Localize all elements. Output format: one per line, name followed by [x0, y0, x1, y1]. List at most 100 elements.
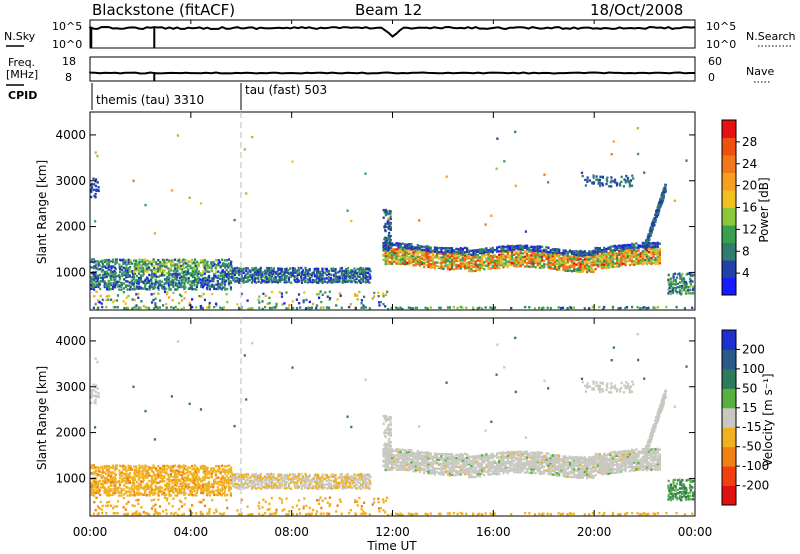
data-cell	[606, 180, 609, 183]
data-cell	[631, 249, 634, 252]
data-cell	[167, 267, 170, 270]
data-cell	[358, 271, 361, 274]
data-cell	[349, 482, 352, 486]
data-cell	[189, 470, 192, 473]
data-cell	[541, 260, 544, 263]
data-cell	[403, 467, 406, 470]
data-cell	[387, 248, 390, 252]
data-cell	[415, 512, 419, 516]
data-cell	[234, 482, 237, 486]
data-cell	[613, 178, 617, 181]
data-cell	[485, 249, 488, 252]
data-cell	[206, 267, 209, 270]
data-cell	[280, 473, 283, 477]
data-cell	[208, 270, 211, 273]
data-cell	[231, 275, 234, 278]
data-cell	[284, 482, 288, 486]
data-cell	[631, 246, 634, 249]
data-cell	[487, 265, 490, 268]
data-cell	[639, 260, 642, 263]
data-cell	[280, 483, 283, 486]
data-cell	[132, 179, 135, 182]
data-cell	[301, 475, 305, 478]
data-cell	[385, 210, 388, 213]
data-cell	[678, 290, 681, 293]
data-cell	[217, 491, 220, 495]
data-cell	[366, 484, 370, 487]
data-cell	[301, 269, 305, 272]
data-cell	[662, 196, 665, 199]
data-cell	[180, 275, 183, 278]
data-cell	[108, 274, 111, 277]
data-cell	[97, 482, 100, 485]
data-cell	[225, 481, 228, 485]
data-cell	[304, 482, 307, 486]
data-cell	[176, 134, 179, 137]
data-cell	[257, 280, 260, 283]
data-cell	[315, 487, 318, 490]
data-cell	[588, 265, 591, 268]
data-cell	[202, 471, 205, 474]
data-cell	[280, 278, 283, 281]
data-cell	[319, 273, 322, 276]
data-cell	[249, 270, 252, 274]
data-cell	[116, 512, 119, 515]
data-cell	[285, 513, 288, 516]
data-cell	[628, 252, 631, 255]
data-cell	[159, 274, 162, 277]
data-cell	[136, 282, 139, 285]
data-cell	[391, 247, 394, 250]
data-cell	[658, 255, 661, 258]
data-cell	[421, 257, 424, 260]
data-cell	[296, 269, 299, 272]
data-cell	[319, 481, 322, 484]
data-cell	[391, 466, 394, 469]
data-cell	[547, 262, 550, 265]
data-cell	[551, 248, 554, 251]
data-cell	[624, 251, 627, 254]
data-cell	[118, 288, 121, 291]
data-cell	[261, 506, 264, 509]
data-cell	[317, 477, 320, 481]
data-cell	[401, 260, 404, 264]
data-cell	[185, 262, 188, 265]
data-cell	[481, 261, 484, 264]
data-cell	[125, 470, 128, 473]
data-cell	[212, 490, 215, 493]
nave-label: Nave	[746, 65, 774, 78]
data-cell	[626, 176, 630, 180]
data-cell	[579, 260, 582, 264]
data-cell	[277, 267, 280, 270]
data-cell	[148, 468, 151, 471]
data-cell	[107, 492, 111, 495]
data-cell	[588, 268, 591, 272]
data-cell	[547, 251, 550, 254]
data-cell	[135, 484, 138, 488]
data-cell	[270, 487, 273, 490]
data-cell	[470, 267, 473, 271]
data-cell	[341, 269, 344, 272]
data-cell	[622, 185, 625, 188]
data-cell	[436, 252, 439, 255]
data-cell	[556, 260, 559, 264]
data-cell	[107, 282, 110, 285]
data-cell	[291, 267, 294, 270]
data-cell	[448, 247, 451, 250]
data-cell	[624, 254, 627, 257]
data-cell	[603, 263, 606, 266]
data-cell	[293, 473, 296, 476]
data-cell	[255, 277, 259, 280]
data-cell	[598, 178, 601, 182]
data-cell	[191, 284, 194, 287]
data-cell	[397, 262, 400, 265]
data-cell	[105, 488, 108, 491]
data-cell	[103, 270, 106, 274]
data-cell	[203, 262, 207, 265]
data-cell	[212, 485, 215, 489]
data-cell	[391, 258, 394, 261]
data-cell	[103, 488, 106, 491]
data-cell	[511, 253, 514, 257]
data-cell	[349, 276, 352, 280]
data-cell	[511, 251, 514, 255]
data-cell	[165, 484, 169, 487]
